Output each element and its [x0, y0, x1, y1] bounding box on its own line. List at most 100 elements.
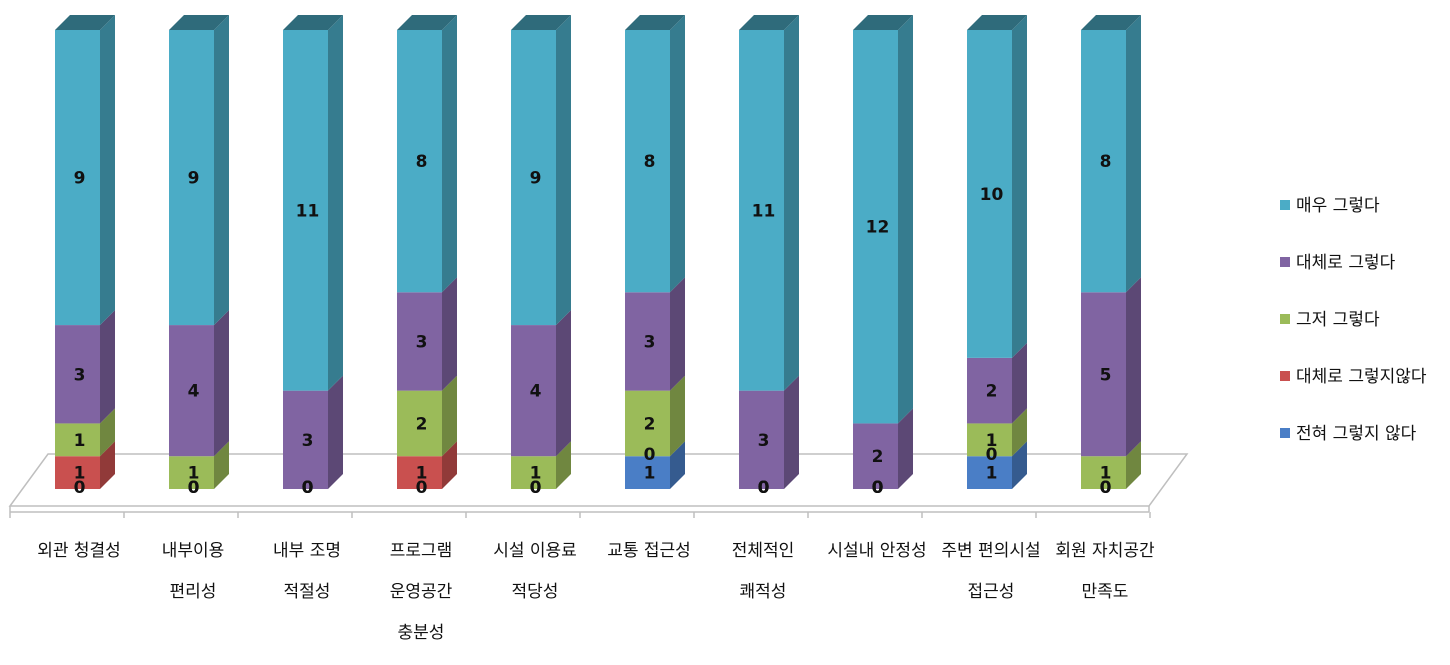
data-label: 3: [74, 365, 86, 385]
data-label-zero: 0: [530, 478, 542, 498]
data-label: 9: [188, 169, 200, 189]
category-label: 시설내 안정성: [827, 541, 926, 561]
bar-segment-side: [442, 441, 457, 489]
bar-segment: [967, 456, 1012, 489]
bar-segment-side: [1126, 15, 1141, 293]
data-label: 1: [986, 464, 998, 484]
data-label: 2: [872, 447, 884, 467]
bar-segment-side: [328, 375, 343, 489]
legend-label: 대체로 그렇지않다: [1296, 367, 1427, 387]
data-label: 1: [530, 464, 542, 484]
bar-segment: [739, 390, 784, 489]
data-label: 11: [752, 201, 776, 221]
bar-segment-side: [214, 15, 229, 326]
legend-swatch: [1280, 371, 1290, 381]
data-label-zero: 0: [872, 478, 884, 498]
bar-segment: [397, 30, 442, 293]
bar-segment: [511, 30, 556, 326]
bar-top-face: [169, 15, 229, 30]
data-label: 2: [986, 382, 998, 402]
bar-segment-side: [328, 15, 343, 391]
data-label-zero: 0: [74, 478, 86, 498]
category-label: 만족도: [1082, 582, 1129, 602]
bar-segment: [625, 30, 670, 293]
bar-segment-side: [670, 277, 685, 391]
category-label: 주변 편의시설: [941, 541, 1040, 561]
legend-item: 대체로 그렇지않다: [1280, 367, 1427, 387]
data-label-zero: 0: [872, 478, 884, 498]
data-label-zero: 0: [302, 478, 314, 498]
bar-top-face: [283, 15, 343, 30]
bar-segment: [169, 456, 214, 489]
data-label: 11: [296, 201, 320, 221]
data-label: 3: [302, 431, 314, 451]
bar-segment-side: [1012, 408, 1027, 457]
bar-segment: [511, 456, 556, 489]
data-label: 8: [416, 152, 428, 172]
data-label-zero: 0: [986, 445, 998, 465]
data-label: 3: [758, 431, 770, 451]
bar-segment: [853, 30, 898, 424]
data-label-zero: 0: [644, 445, 656, 465]
category-label: 충분성: [398, 623, 445, 643]
category-label: 외관 청결성: [37, 541, 121, 561]
bar-segment-side: [214, 441, 229, 489]
bar-segment: [169, 30, 214, 326]
data-label-zero: 0: [530, 478, 542, 498]
data-label: 1: [986, 431, 998, 451]
bar-segment: [397, 456, 442, 489]
bar-top-face: [967, 15, 1027, 30]
legend-swatch: [1280, 257, 1290, 267]
bar-segment-side: [442, 15, 457, 293]
category-label: 쾌적성: [740, 582, 787, 602]
data-label-zero: 0: [758, 478, 770, 498]
bar-segment: [967, 357, 1012, 424]
bar-segment-side: [898, 408, 913, 489]
data-label: 10: [980, 185, 1004, 205]
bar-segment: [967, 423, 1012, 457]
bar-segment-side: [670, 375, 685, 457]
bar-segment: [55, 423, 100, 457]
data-label: 3: [416, 332, 428, 352]
data-label: 4: [188, 382, 200, 402]
data-label: 1: [644, 464, 656, 484]
bar-segment-side: [1126, 441, 1141, 489]
bar-segment: [397, 292, 442, 391]
bar-segment: [625, 292, 670, 391]
bar-stack: 1 1 3 9 0: [55, 15, 115, 498]
data-label: 9: [74, 169, 86, 189]
bar-segment: [967, 30, 1012, 358]
category-label: 접근성: [968, 582, 1015, 602]
bar-segment: [739, 30, 784, 391]
bar-segment: [1081, 30, 1126, 293]
data-label: 1: [74, 431, 86, 451]
category-label: 내부이용: [162, 541, 225, 561]
data-label: 5: [1100, 365, 1112, 385]
bar-segment: [169, 325, 214, 457]
data-label-zero: 0: [416, 478, 428, 498]
category-label: 적절성: [284, 582, 331, 602]
category-label: 내부 조명: [273, 541, 341, 561]
bar-segment: [1081, 456, 1126, 489]
bar-segment-side: [784, 375, 799, 489]
bar-segment-side: [100, 408, 115, 457]
bar-top-face: [625, 15, 685, 30]
bar-segment-side: [1012, 441, 1027, 489]
category-label: 편리성: [170, 582, 217, 602]
bar-top-face: [739, 15, 799, 30]
bar-top-face: [55, 15, 115, 30]
data-label: 1: [416, 464, 428, 484]
bar-segment-side: [670, 15, 685, 293]
legend-item: 전혀 그렇지 않다: [1280, 424, 1417, 444]
bar-segment-side: [100, 310, 115, 424]
bar-top-face: [853, 15, 913, 30]
bars-group: 1139014900311000123801490012380311000212…: [55, 15, 1141, 498]
data-label: 9: [530, 169, 542, 189]
category-label: 교통 접근성: [607, 541, 691, 561]
